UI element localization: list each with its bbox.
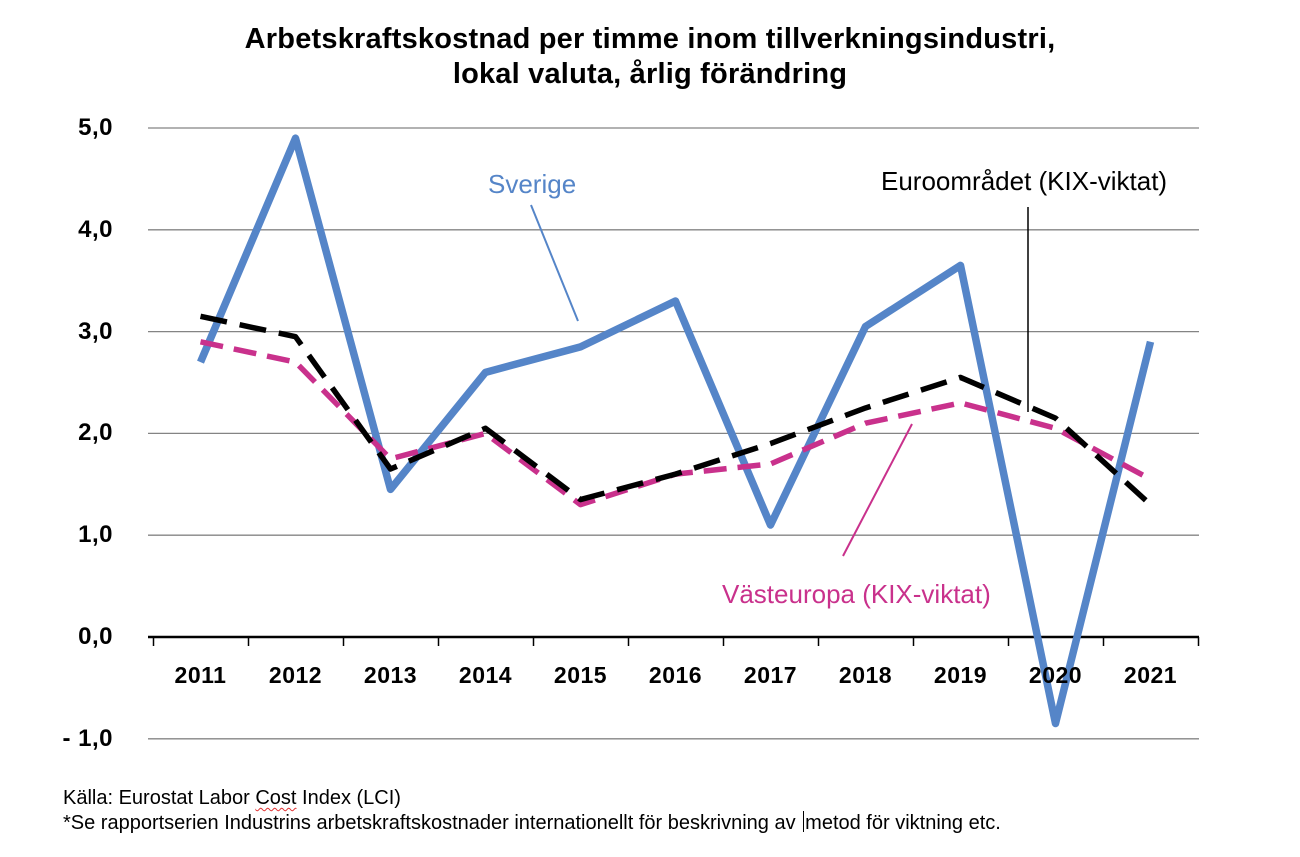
x-axis-tick-label: 2019: [933, 662, 988, 688]
x-axis-tick-label: 2013: [363, 662, 418, 688]
source-line: Källa: Eurostat Labor Cost Index (LCI): [63, 786, 1001, 811]
text-cursor: [803, 811, 805, 832]
y-axis-tick-label: 0,0: [78, 623, 113, 650]
chart-title-line1: Arbetskraftskostnad per timme inom tillv…: [244, 23, 1056, 55]
series-label-sverige: Sverige: [488, 169, 577, 199]
footnote-line: *Se rapportserien Industrins arbetskraft…: [63, 811, 1001, 836]
series-label-vasteuropa: Västeuropa (KIX-viktat): [722, 579, 991, 609]
x-axis-tick-label: 2017: [743, 662, 798, 688]
footnote-text-after-cursor: metod för viktning etc.: [805, 812, 1001, 834]
series-label-euroomradet: Euroområdet (KIX-viktat): [881, 166, 1168, 196]
source-note: Källa: Eurostat Labor Cost Index (LCI) *…: [63, 786, 1001, 836]
x-axis-tick-label: 2015: [553, 662, 608, 688]
spellcheck-underlined-word: Cost: [255, 787, 297, 809]
y-axis-tick-label: 1,0: [78, 521, 113, 549]
y-axis-tick-label: 2,0: [78, 419, 113, 447]
x-axis-tick-label: 2014: [458, 662, 513, 688]
x-axis-tick-label: 2011: [174, 662, 227, 688]
y-axis-tick-label: - 1,0: [62, 724, 113, 752]
x-axis-tick-label: 2016: [648, 662, 703, 688]
series-line-euroomr-det-kix-viktat: [199, 313, 1153, 507]
chart-title: Arbetskraftskostnad per timme inom tillv…: [0, 22, 1300, 92]
x-axis-tick-label: 2021: [1123, 662, 1178, 688]
x-axis-tick-label: 2012: [268, 662, 323, 688]
y-axis-tick-label: 3,0: [78, 317, 113, 345]
source-text-pre: Källa: Eurostat Labor: [63, 787, 256, 809]
footnote-text-before-cursor: *Se rapportserien Industrins arbetskraft…: [63, 812, 802, 834]
y-axis-tick-label: 4,0: [78, 215, 113, 243]
chart-title-line2: lokal valuta, årlig förändring: [452, 58, 848, 90]
leader-line-sverige: [530, 204, 579, 322]
y-axis-tick-label: 5,0: [78, 114, 113, 141]
leader-line-vasteuropa: [842, 423, 913, 557]
source-text-post: Index (LCI): [296, 787, 401, 809]
x-axis-tick-label: 2020: [1028, 662, 1083, 688]
series-line-sverige: [197, 134, 1155, 728]
x-axis-tick-label: 2018: [838, 662, 893, 688]
